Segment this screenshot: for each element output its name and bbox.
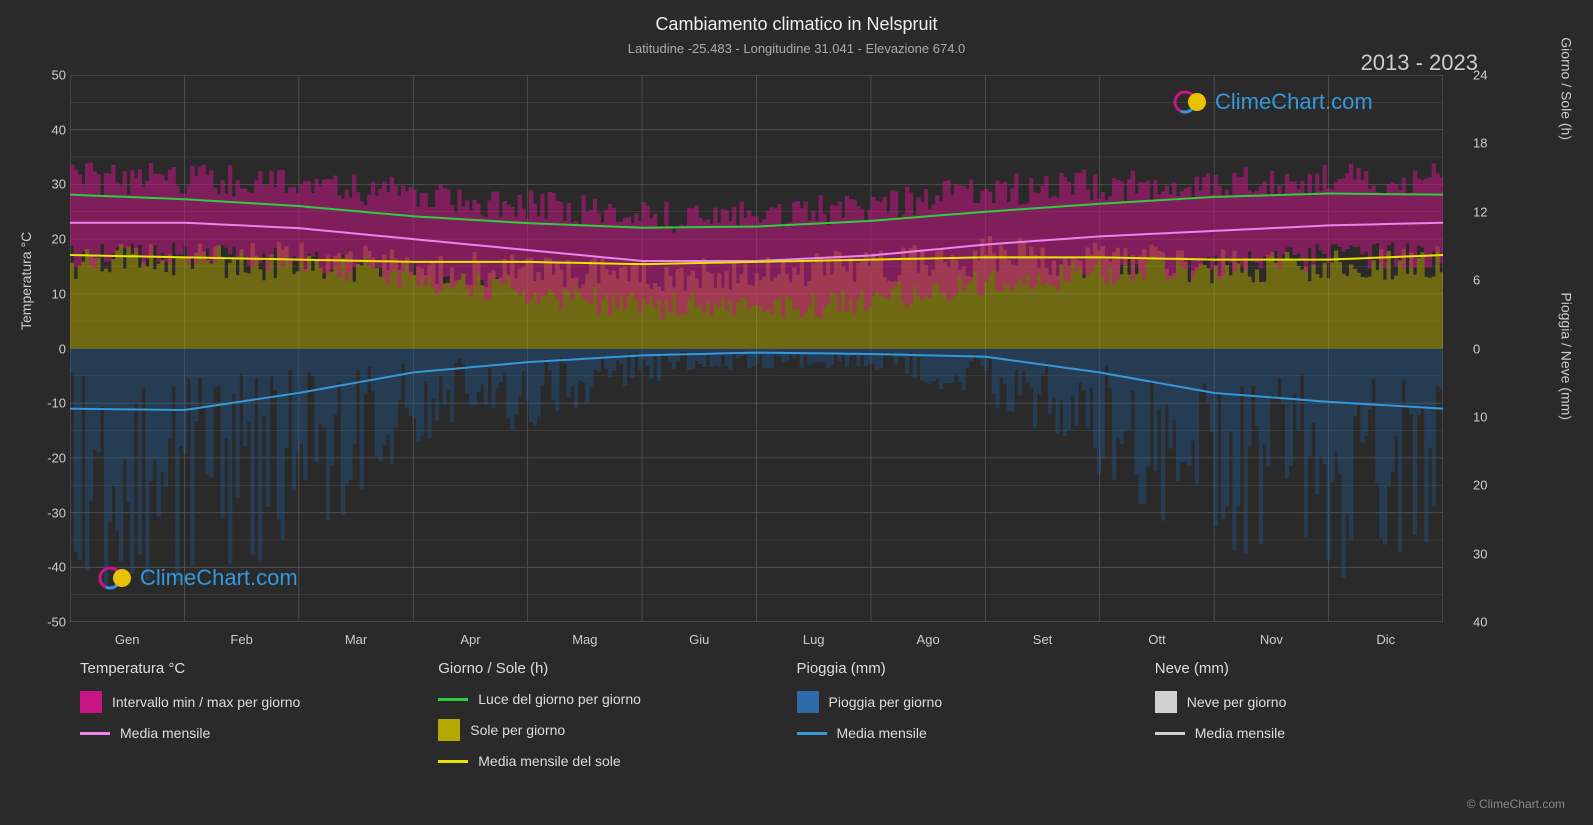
legend-label: Media mensile	[1195, 725, 1285, 741]
y-tick-right: 30	[1473, 546, 1501, 561]
svg-text:ClimeChart.com: ClimeChart.com	[140, 565, 298, 590]
y-tick-left: 40	[38, 122, 66, 137]
legend-label: Pioggia per giorno	[829, 694, 943, 710]
y-tick-right: 10	[1473, 409, 1501, 424]
y-tick-right: 40	[1473, 615, 1501, 630]
x-tick: Gen	[115, 632, 140, 647]
y-axis-right-label-bottom: Pioggia / Neve (mm)	[1559, 292, 1575, 420]
legend-item: Media mensile	[797, 725, 1095, 741]
legend-item: Media mensile del sole	[438, 753, 736, 769]
y-tick-left: 50	[38, 68, 66, 83]
x-tick: Ago	[917, 632, 940, 647]
y-tick-left: -40	[38, 560, 66, 575]
legend-column: Pioggia (mm) Pioggia per giorno Media mens…	[797, 660, 1095, 781]
legend-column: Temperatura °C Intervallo min / max per g…	[80, 660, 378, 781]
legend-title: Pioggia (mm)	[797, 660, 1095, 677]
y-tick-right: 12	[1473, 204, 1501, 219]
legend-item: Pioggia per giorno	[797, 691, 1095, 713]
y-tick-left: -50	[38, 615, 66, 630]
y-axis-left-label: Temperatura °C	[18, 232, 34, 330]
copyright: © ClimeChart.com	[1467, 797, 1565, 811]
x-tick: Set	[1033, 632, 1053, 647]
legend-swatch	[1155, 732, 1185, 735]
legend-item: Sole per giorno	[438, 719, 736, 741]
legend-label: Media mensile	[120, 725, 210, 741]
legend-title: Giorno / Sole (h)	[438, 660, 736, 677]
legend-label: Sole per giorno	[470, 722, 565, 738]
legend-swatch	[438, 698, 468, 701]
y-tick-right: 18	[1473, 136, 1501, 151]
y-tick-left: 0	[38, 341, 66, 356]
plot-svg: ClimeChart.com ClimeChart.com	[70, 75, 1443, 622]
y-tick-left: -10	[38, 396, 66, 411]
legend-label: Neve per giorno	[1187, 694, 1287, 710]
legend-swatch	[80, 691, 102, 713]
x-tick: Mag	[572, 632, 597, 647]
legend-label: Media mensile	[837, 725, 927, 741]
x-tick: Ott	[1148, 632, 1165, 647]
chart-subtitle: Latitudine -25.483 - Longitudine 31.041 …	[0, 35, 1593, 56]
x-tick: Lug	[803, 632, 825, 647]
chart-title: Cambiamento climatico in Nelspruit	[0, 0, 1593, 35]
legend-column: Giorno / Sole (h) Luce del giorno per gio…	[438, 660, 736, 781]
legend: Temperatura °C Intervallo min / max per g…	[80, 660, 1453, 781]
legend-item: Media mensile	[1155, 725, 1453, 741]
x-tick: Apr	[460, 632, 480, 647]
legend-swatch	[797, 732, 827, 735]
svg-text:ClimeChart.com: ClimeChart.com	[1215, 89, 1373, 114]
y-tick-left: -30	[38, 505, 66, 520]
y-tick-right: 6	[1473, 273, 1501, 288]
legend-item: Luce del giorno per giorno	[438, 691, 736, 707]
year-range: 2013 - 2023	[1361, 50, 1478, 76]
legend-swatch	[797, 691, 819, 713]
legend-item: Neve per giorno	[1155, 691, 1453, 713]
x-tick: Nov	[1260, 632, 1283, 647]
y-tick-right: 24	[1473, 68, 1501, 83]
legend-label: Luce del giorno per giorno	[478, 691, 641, 707]
x-tick: Mar	[345, 632, 367, 647]
legend-swatch	[1155, 691, 1177, 713]
legend-title: Temperatura °C	[80, 660, 378, 677]
y-tick-left: 10	[38, 286, 66, 301]
y-tick-right: 20	[1473, 478, 1501, 493]
y-tick-left: -20	[38, 450, 66, 465]
legend-item: Intervallo min / max per giorno	[80, 691, 378, 713]
plot-area: ClimeChart.com ClimeChart.com	[70, 75, 1443, 622]
x-tick: Feb	[230, 632, 252, 647]
legend-swatch	[438, 760, 468, 763]
legend-swatch	[80, 732, 110, 735]
x-tick: Giu	[689, 632, 709, 647]
legend-label: Intervallo min / max per giorno	[112, 694, 300, 710]
legend-title: Neve (mm)	[1155, 660, 1453, 677]
y-tick-left: 20	[38, 232, 66, 247]
legend-label: Media mensile del sole	[478, 753, 620, 769]
y-tick-right: 0	[1473, 341, 1501, 356]
y-axis-right-label-top: Giorno / Sole (h)	[1559, 37, 1575, 140]
climate-chart: Cambiamento climatico in Nelspruit Latit…	[0, 0, 1593, 825]
legend-item: Media mensile	[80, 725, 378, 741]
x-tick: Dic	[1376, 632, 1395, 647]
legend-swatch	[438, 719, 460, 741]
legend-column: Neve (mm) Neve per giorno Media mensile	[1155, 660, 1453, 781]
y-tick-left: 30	[38, 177, 66, 192]
